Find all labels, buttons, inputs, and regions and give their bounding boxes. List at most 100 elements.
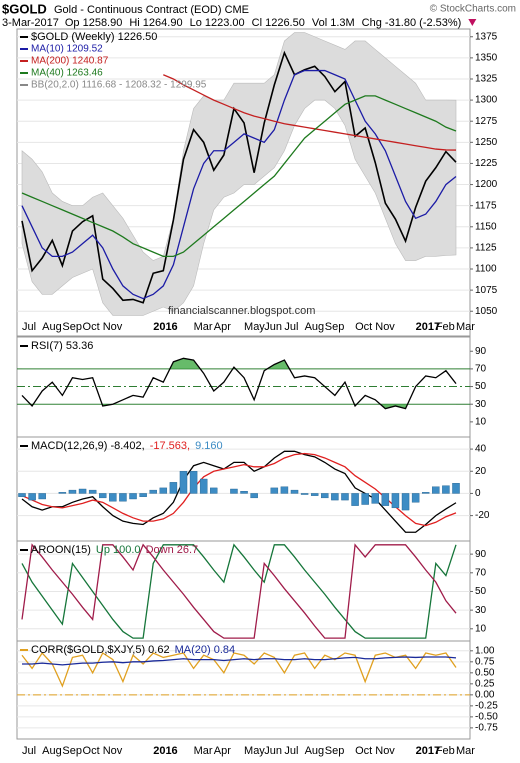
quote-item: Lo 1223.00 [190, 17, 245, 29]
histogram-bar [341, 493, 349, 501]
quote-item: Chg -31.80 (-2.53%) [362, 17, 462, 29]
instrument-name: Gold - Continuous Contract (EOD) CME [54, 4, 249, 16]
x-tick-label: Oct [355, 321, 372, 333]
legend-label: Down 26.7 [146, 544, 199, 556]
histogram-bar [169, 482, 178, 494]
quote-date: 3-Mar-2017 [2, 17, 59, 29]
x-tick-label: 2016 [153, 745, 177, 757]
x-tick-label: Sep [62, 321, 82, 333]
histogram-bar [38, 493, 46, 500]
histogram-bar [300, 493, 309, 495]
symbol: $GOLD [2, 1, 47, 16]
y-tick-label: 1350 [475, 53, 498, 64]
legend-label: MA(200) 1240.87 [31, 56, 109, 67]
x-tick-label: 2017 [416, 745, 440, 757]
histogram-bar [58, 492, 67, 494]
series-line [21, 95, 457, 257]
x-tick-label: Oct [355, 745, 372, 757]
x-tick-label: Mar [194, 321, 213, 333]
histogram-bar [310, 493, 319, 496]
y-tick-label: -0.75 [475, 723, 498, 734]
x-tick-label: Nov [103, 321, 123, 333]
x-tick-label: Jul [284, 321, 298, 333]
histogram-bar [210, 487, 218, 494]
x-tick-label: 2016 [153, 321, 177, 333]
series-line [22, 656, 457, 666]
x-tick-label: Jul [22, 321, 36, 333]
x-tick-label: Aug [42, 321, 62, 333]
panel-title: AROON(15) [31, 544, 91, 556]
x-tick-label: Mar [456, 321, 475, 333]
x-tick-label: Jul [22, 745, 36, 757]
series-line [21, 543, 457, 639]
x-tick-label: Feb [436, 321, 455, 333]
legend-label: RSI(7) 53.36 [31, 340, 93, 352]
legend-label: Up 100.0 [96, 544, 141, 556]
histogram-bar [442, 485, 450, 494]
histogram-bar [321, 493, 329, 499]
y-tick-label: 0.25 [475, 678, 495, 689]
series-line [21, 50, 457, 304]
y-tick-label: 30 [475, 605, 487, 616]
legend-label: $GOLD (Weekly) 1226.50 [31, 31, 157, 43]
x-tick-label: Jun [264, 321, 282, 333]
credit: © StockCharts.com [430, 4, 516, 15]
histogram-bar [199, 478, 208, 494]
quote-item: Vol 1.3M [312, 17, 355, 29]
y-tick-label: 70 [475, 567, 487, 578]
quote-item: Op 1258.90 [65, 17, 123, 29]
histogram-bar [119, 493, 127, 502]
y-tick-label: 10 [475, 623, 487, 634]
legend-label: MA(40) 1263.46 [31, 68, 103, 79]
y-tick-label: 0.00 [475, 689, 495, 700]
y-tick-label: 1050 [475, 306, 498, 317]
y-tick-label: 1200 [475, 179, 498, 190]
y-tick-label: 90 [475, 549, 487, 560]
x-tick-label: Jun [264, 745, 282, 757]
x-tick-label: Sep [325, 745, 345, 757]
histogram-bar [421, 492, 430, 494]
y-tick-label: 0 [475, 488, 481, 499]
y-tick-label: 1325 [475, 74, 498, 85]
histogram-bar [159, 487, 168, 494]
y-tick-label: 50 [475, 586, 487, 597]
histogram-bar [230, 488, 238, 494]
histogram-bar [250, 493, 258, 499]
y-tick-label: 40 [475, 444, 487, 455]
x-tick-label: Nov [103, 745, 123, 757]
histogram-bar [18, 493, 26, 497]
y-tick-label: 1.00 [475, 645, 495, 656]
y-tick-label: 1175 [475, 200, 497, 211]
quote-item: Hi 1264.90 [129, 17, 182, 29]
watermark: financialscanner.blogspot.com [168, 305, 315, 317]
histogram-bar [99, 493, 107, 499]
x-tick-label: Nov [375, 321, 395, 333]
x-tick-label: Oct [83, 321, 100, 333]
series-line [21, 69, 457, 300]
y-tick-label: -20 [475, 510, 490, 521]
panel-frame [16, 436, 471, 542]
y-tick-label: 20 [475, 466, 487, 477]
histogram-bar [189, 471, 198, 494]
y-tick-label: 1275 [475, 116, 498, 127]
x-tick-label: 2017 [416, 321, 440, 333]
histogram-bar [270, 487, 279, 494]
histogram-bar [68, 489, 77, 494]
histogram-bar [28, 493, 36, 501]
legend-label: 9.160 [195, 440, 223, 452]
series-line [21, 651, 457, 688]
histogram-bar [361, 493, 369, 505]
legend-label: -17.563, [150, 440, 190, 452]
x-tick-label: Apr [214, 745, 231, 757]
histogram-bar [331, 493, 339, 501]
x-tick-label: Oct [83, 745, 100, 757]
histogram-bar [391, 493, 400, 509]
y-tick-label: 1150 [475, 221, 497, 232]
x-tick-label: Sep [62, 745, 82, 757]
histogram-bar [109, 493, 117, 502]
x-tick-label: Sep [325, 321, 345, 333]
histogram-bar [179, 471, 188, 494]
y-tick-label: 1075 [475, 285, 498, 296]
x-tick-label: Mar [194, 745, 213, 757]
